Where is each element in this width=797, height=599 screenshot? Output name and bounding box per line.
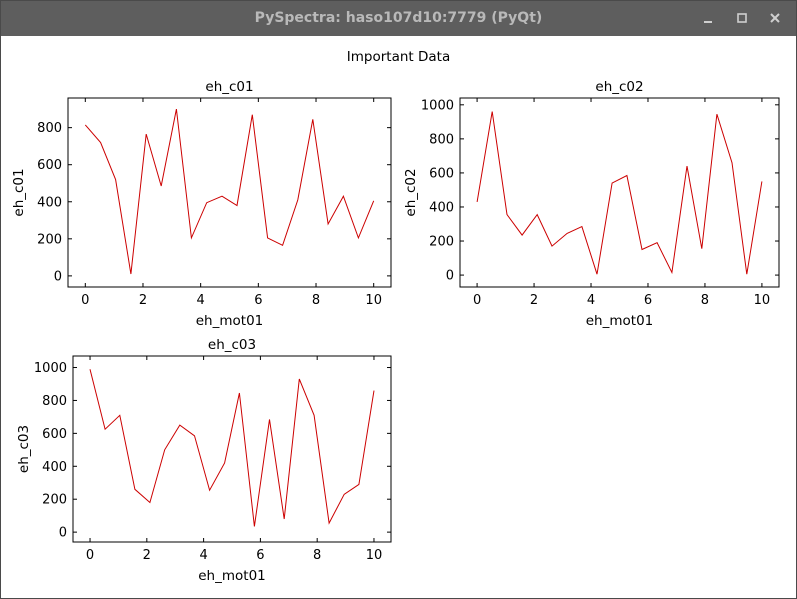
maximize-icon[interactable]	[733, 9, 751, 27]
axes-frame	[72, 355, 392, 543]
figure-title: Important Data	[346, 49, 451, 65]
y-tick-label: 200	[429, 235, 454, 250]
y-tick-label: 800	[37, 121, 62, 136]
x-tick-label: 10	[754, 293, 771, 308]
y-axis-label: eh_c03	[16, 425, 32, 473]
x-tick-label: 4	[587, 293, 595, 308]
y-tick-label: 400	[37, 195, 62, 210]
x-tick-label: 4	[197, 293, 205, 308]
series-line	[84, 109, 375, 275]
x-tick-label: 6	[644, 293, 652, 308]
y-tick-label: 600	[42, 427, 67, 442]
y-axis-label: eh_c02	[403, 168, 419, 216]
y-tick-label: 0	[59, 526, 67, 541]
x-tick-label: 2	[143, 548, 151, 563]
subplot-1: eh_c01 0 2 4 6 8 10 0 200 400 600 800 eh_mot01 eh_c01	[11, 79, 392, 329]
x-tick-label: 2	[139, 293, 147, 308]
y-tick-label: 0	[54, 269, 62, 284]
subplot-title: eh_c02	[595, 79, 643, 95]
subplot-title: eh_c01	[205, 79, 253, 95]
x-tick-label: 2	[530, 293, 538, 308]
x-axis-label: eh_mot01	[586, 313, 654, 329]
x-axis-label: eh_mot01	[196, 313, 264, 329]
series-line	[89, 369, 375, 527]
y-tick-label: 0	[446, 269, 454, 284]
y-tick-label: 600	[37, 158, 62, 173]
axes-frame	[459, 97, 780, 288]
figure-canvas: Important Data eh_c01 0 2 4 6 8 10 0 200 400 600 80…	[1, 37, 796, 598]
y-tick-label: 200	[42, 493, 67, 508]
x-tick-label: 0	[473, 293, 481, 308]
x-tick-label: 10	[365, 293, 382, 308]
x-tick-label: 0	[86, 548, 94, 563]
y-axis-label: eh_c01	[11, 168, 27, 216]
x-tick-label: 8	[312, 293, 320, 308]
minimize-icon[interactable]	[700, 9, 718, 27]
y-tick-label: 400	[42, 460, 67, 475]
x-tick-label: 8	[313, 548, 321, 563]
x-tick-label: 6	[254, 293, 262, 308]
x-tick-label: 10	[366, 548, 383, 563]
subplot-title: eh_c03	[208, 337, 256, 353]
y-tick-label: 400	[429, 200, 454, 215]
x-tick-label: 6	[256, 548, 264, 563]
y-tick-label: 600	[429, 166, 454, 181]
x-tick-label: 4	[199, 548, 207, 563]
y-tick-label: 1000	[34, 361, 67, 376]
y-tick-label: 800	[429, 132, 454, 147]
series-line	[476, 111, 763, 275]
y-tick-label: 1000	[421, 98, 454, 113]
y-tick-label: 800	[42, 394, 67, 409]
x-tick-label: 8	[701, 293, 709, 308]
close-icon[interactable]	[766, 9, 784, 27]
subplot-2: eh_c02 0 2 4 6 8 10 0 200 400 600 800 1000 eh_mot01 eh…	[403, 79, 780, 329]
axes-frame	[67, 97, 392, 288]
subplot-3: eh_c03 0 2 4 6 8 10 0 200 400 600 800 1000 eh_mot01 eh…	[16, 337, 392, 584]
x-axis-label: eh_mot01	[198, 568, 266, 584]
window-title: PySpectra: haso107d10:7779 (PyQt)	[254, 10, 543, 26]
y-tick-label: 200	[37, 232, 62, 247]
title-bar[interactable]: PySpectra: haso107d10:7779 (PyQt)	[1, 1, 796, 36]
x-tick-label: 0	[81, 293, 89, 308]
